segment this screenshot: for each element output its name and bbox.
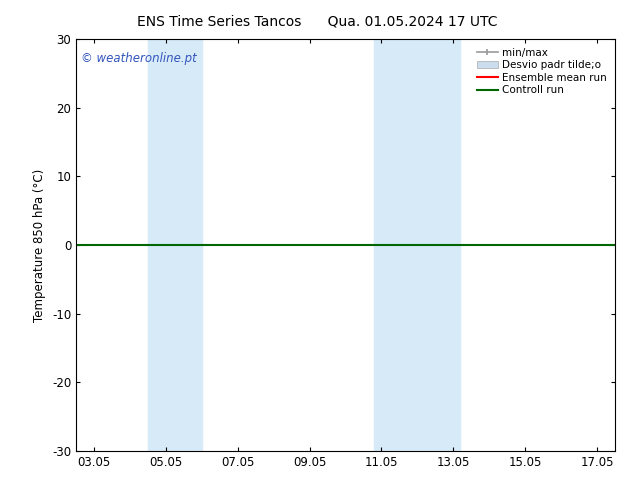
Bar [399,39,460,451]
Text: ENS Time Series Tancos      Qua. 01.05.2024 17 UTC: ENS Time Series Tancos Qua. 01.05.2024 1… [137,15,497,29]
Text: © weatheronline.pt: © weatheronline.pt [81,51,197,65]
Bar [148,39,202,451]
Y-axis label: Temperature 850 hPa (°C): Temperature 850 hPa (°C) [34,169,46,321]
Legend: min/max, Desvio padr tilde;o, Ensemble mean run, Controll run: min/max, Desvio padr tilde;o, Ensemble m… [474,45,610,98]
Bar [374,39,399,451]
